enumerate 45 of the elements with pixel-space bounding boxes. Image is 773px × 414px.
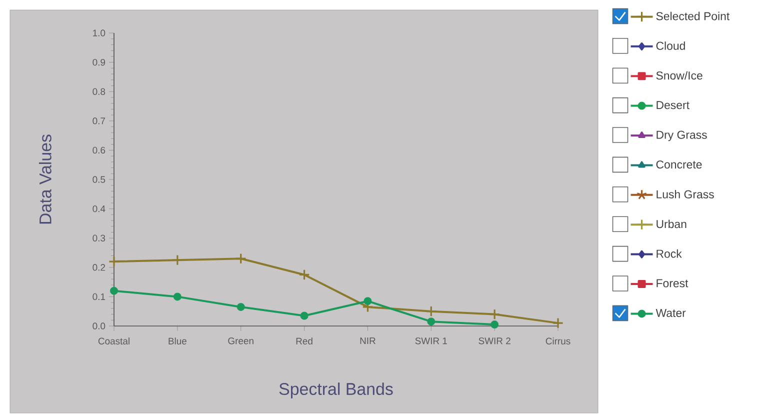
y-tick-label: 0.6 [92,146,106,154]
point [173,292,182,301]
y-tick-label: 0.7 [92,118,106,124]
y-tick-label: 0.8 [92,88,106,95]
x-tick-label: NIR [360,338,376,344]
y-tick-label: 0.9 [92,58,106,66]
point [298,269,310,280]
point [552,317,564,329]
point [235,253,246,264]
y-tick-label: 0.3 [92,234,106,242]
x-tick-label: SWIR 1 [415,338,447,344]
point [488,308,500,320]
point [490,320,499,329]
y-tick-label: 0.4 [92,205,106,212]
point [426,306,437,317]
x-axis-title: Spectral Bands [279,382,393,398]
point [236,302,245,311]
y-tick-label: 0.5 [92,176,106,183]
x-tick-label: Cirrus [546,338,570,344]
x-tick-label: Green [228,338,254,344]
point [110,286,118,295]
legend-label: Concrete [656,160,702,169]
legend-label: Selected Point [656,12,730,20]
legend-label: Water [656,309,686,317]
x-tick-label: SWIR 2 [478,338,510,344]
point [427,318,436,326]
legend-label: Dry Grass [656,130,707,142]
y-tick-label: 0.1 [92,293,106,300]
legend-label: Snow/Ice [656,71,702,80]
x-tick-label: Blue [168,338,186,344]
x-tick-label: Coastal [98,338,130,344]
legend-label: Lush Grass [656,190,714,198]
legend-label: Urban [656,220,686,228]
x-tick-label: Red [296,338,312,344]
point [364,297,372,306]
y-tick-label: 0.2 [92,264,106,271]
y-tick-label: 1.0 [93,30,106,36]
y-axis-title: Data Values [38,134,52,224]
legend-label: Desert [656,101,690,110]
point [300,312,308,320]
point [108,256,120,268]
y-tick-label: 0.0 [92,322,106,330]
legend-label: Cloud [656,42,685,50]
legend-label: Rock [656,249,682,258]
legend-label: Forest [656,279,688,288]
